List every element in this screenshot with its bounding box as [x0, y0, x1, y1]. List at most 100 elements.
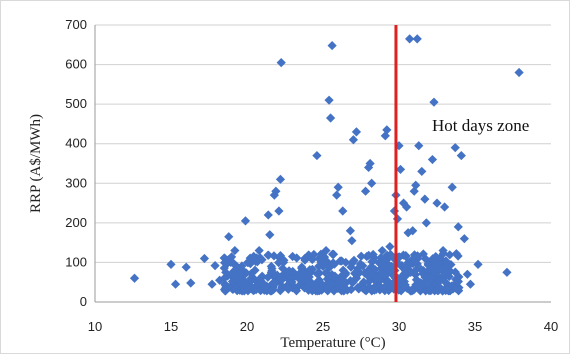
data-point — [427, 154, 438, 165]
data-point — [440, 277, 451, 287]
data-point — [327, 249, 338, 259]
data-point — [421, 218, 431, 228]
data-point — [292, 253, 302, 263]
data-point — [356, 251, 366, 261]
data-point — [442, 284, 452, 294]
data-point — [424, 276, 434, 286]
data-point — [269, 251, 279, 261]
data-point — [319, 252, 330, 262]
data-point — [358, 283, 368, 294]
data-point — [412, 34, 422, 44]
y-tick-label: 700 — [65, 17, 87, 32]
data-point — [451, 249, 461, 259]
data-point — [364, 276, 374, 287]
data-point — [282, 273, 293, 284]
data-point — [325, 278, 335, 289]
data-point — [220, 273, 230, 283]
y-tick-label: 600 — [65, 57, 87, 72]
data-point — [181, 262, 191, 272]
data-point — [389, 206, 400, 216]
data-point — [420, 194, 430, 204]
data-point — [360, 186, 371, 196]
data-point — [367, 257, 377, 267]
data-point — [263, 272, 273, 282]
data-point — [262, 281, 272, 291]
data-point — [393, 258, 403, 268]
data-point — [229, 266, 239, 276]
data-point — [408, 226, 418, 236]
data-point — [438, 248, 448, 259]
y-tick-label: 200 — [65, 215, 87, 230]
data-point — [364, 250, 374, 260]
data-point — [297, 277, 307, 288]
data-point — [257, 255, 267, 265]
data-point — [262, 286, 272, 296]
data-point — [417, 166, 427, 177]
data-point — [274, 206, 284, 216]
data-point — [355, 259, 365, 269]
data-point — [392, 214, 403, 224]
data-point — [246, 273, 256, 284]
data-point — [326, 113, 336, 123]
data-point — [328, 258, 338, 268]
data-point — [382, 125, 392, 135]
data-point — [166, 259, 176, 270]
data-point — [238, 271, 248, 281]
data-point — [339, 286, 349, 296]
data-point — [370, 281, 381, 291]
data-point — [129, 273, 140, 283]
y-tick-label: 100 — [65, 254, 87, 269]
data-point — [465, 279, 476, 289]
data-point — [445, 266, 456, 276]
data-point — [340, 270, 350, 280]
data-point — [415, 286, 426, 296]
data-point — [454, 272, 464, 282]
data-point — [351, 127, 362, 137]
data-point — [473, 259, 483, 270]
data-point — [271, 186, 281, 196]
data-point — [269, 190, 279, 200]
data-point — [246, 268, 256, 279]
data-point — [414, 141, 424, 151]
data-point — [377, 259, 387, 269]
data-point — [299, 283, 310, 293]
data-point — [275, 272, 286, 282]
data-point — [316, 249, 326, 259]
data-point — [329, 286, 339, 296]
data-point — [375, 285, 385, 295]
data-point — [232, 281, 242, 291]
data-point — [348, 135, 358, 145]
data-point — [440, 271, 450, 281]
data-point — [380, 262, 390, 272]
data-point — [305, 280, 316, 290]
data-point — [235, 269, 246, 279]
data-point — [389, 284, 399, 294]
data-point — [441, 256, 451, 266]
data-point — [385, 242, 395, 252]
data-point — [412, 251, 423, 261]
data-point — [347, 236, 357, 246]
data-point — [345, 226, 355, 236]
data-point — [444, 271, 454, 282]
data-point — [423, 259, 433, 269]
y-tick-label: 400 — [65, 136, 87, 151]
tick-labels: 0 100 200 300 400 500 600 700 10 15 20 25 30 35 40 — [65, 17, 558, 334]
data-point — [348, 256, 358, 266]
data-point — [378, 269, 388, 279]
x-tick-label: 25 — [316, 319, 330, 334]
data-point — [370, 264, 380, 275]
data-point — [278, 263, 288, 273]
data-point — [416, 264, 426, 274]
data-point — [256, 285, 266, 296]
x-tick-label: 35 — [468, 319, 482, 334]
data-point — [341, 278, 351, 288]
data-point — [263, 210, 273, 220]
data-point — [424, 265, 434, 275]
data-point — [434, 257, 444, 267]
data-point — [275, 174, 286, 184]
data-point — [403, 257, 413, 268]
data-point — [365, 158, 375, 169]
data-point — [335, 256, 345, 266]
data-point — [275, 251, 286, 261]
